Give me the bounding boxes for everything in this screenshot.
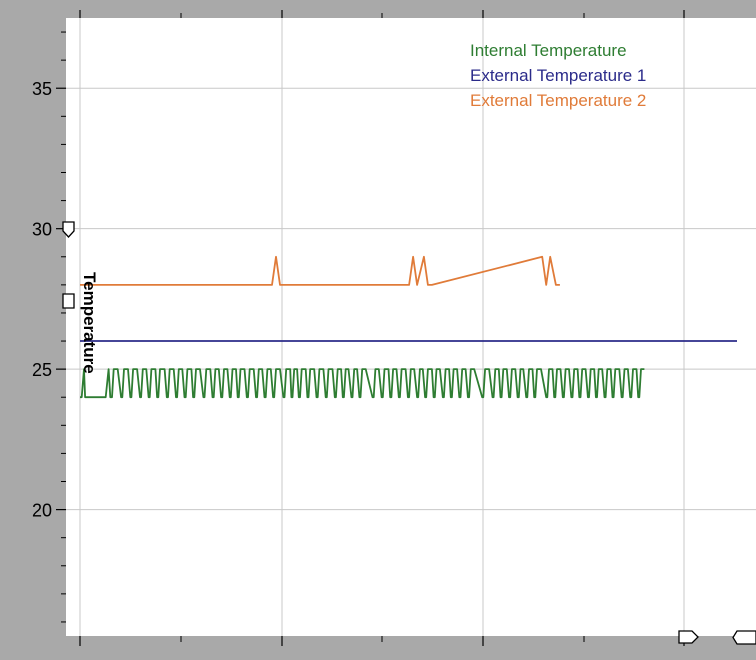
y-tick-label: 25 — [32, 360, 52, 380]
y-tick-label: 35 — [32, 79, 52, 99]
legend-entry: External Temperature 2 — [470, 91, 646, 110]
series-lines — [80, 255, 737, 399]
legend: Internal Temperature External Temperature… — [470, 41, 646, 110]
y-cursor-handle-top[interactable] — [62, 221, 75, 238]
series-line-1 — [80, 368, 645, 399]
y-tick-label: 30 — [32, 220, 52, 240]
x-cursor-handle-end[interactable] — [732, 630, 756, 645]
y-axis: 20 25 30 35 — [32, 31, 66, 623]
plot-area — [66, 18, 756, 636]
y-axis-label: Temperature — [80, 272, 99, 374]
y-tick-label: 20 — [32, 501, 52, 521]
y-cursor-handle-bottom[interactable] — [62, 293, 75, 309]
x-cursor-handle-right[interactable] — [678, 630, 699, 644]
legend-entry: Internal Temperature — [470, 41, 627, 60]
series-line-3 — [80, 255, 560, 286]
legend-entry: External Temperature 1 — [470, 66, 646, 85]
